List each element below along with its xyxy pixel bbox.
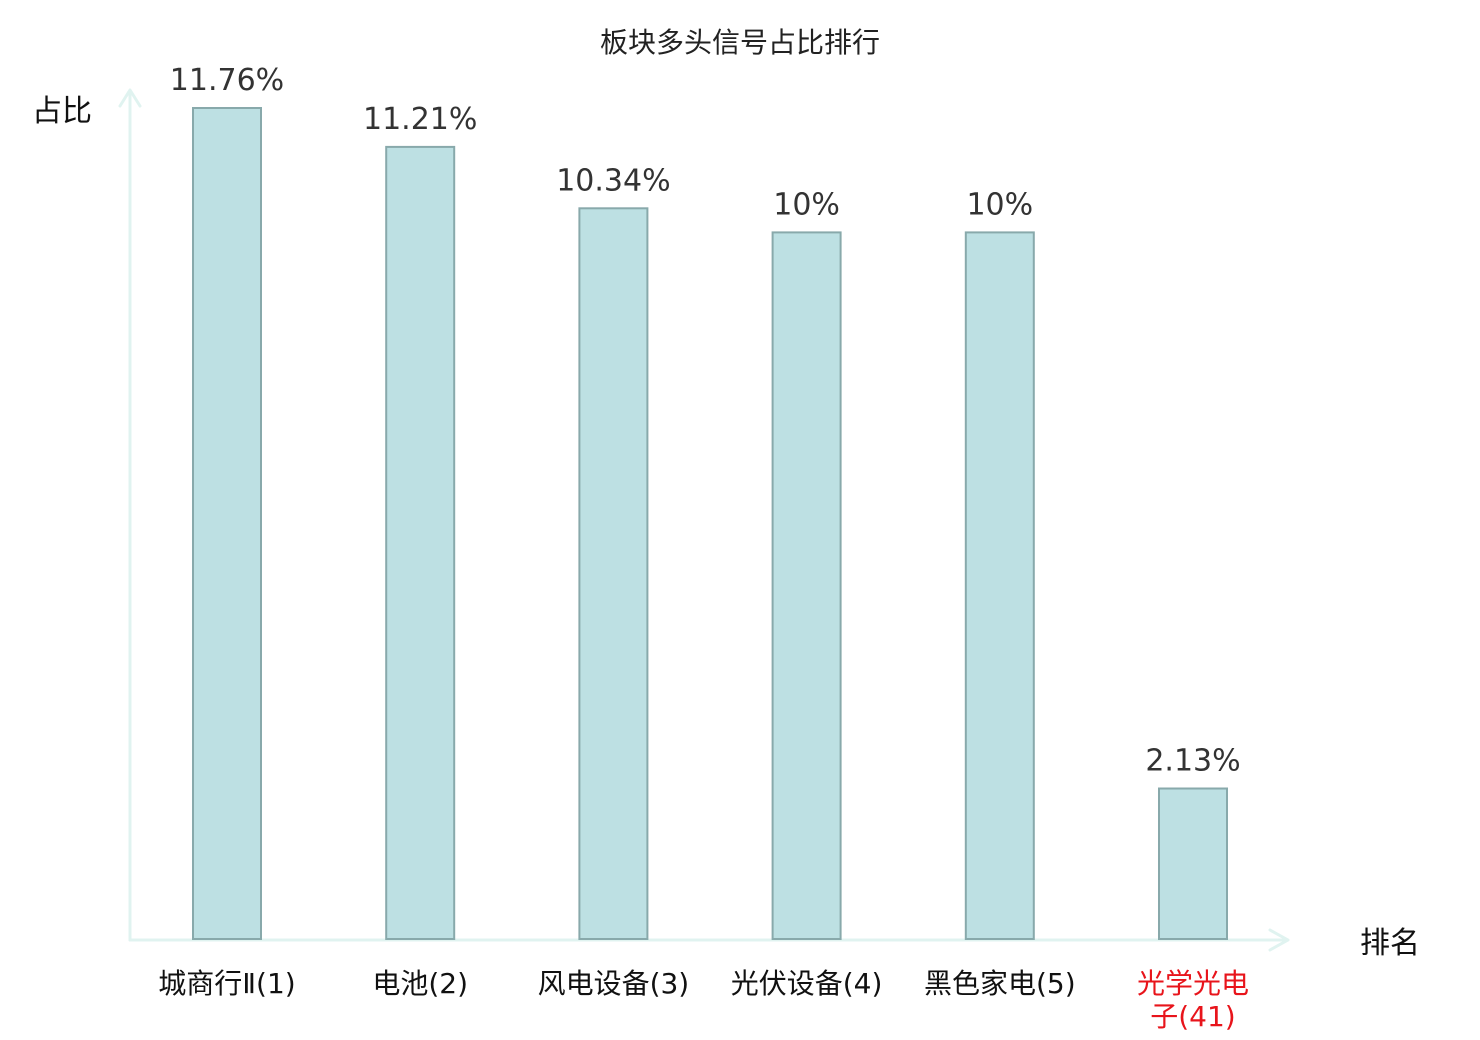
x-axis-arrowhead bbox=[1268, 928, 1290, 952]
bar-4 bbox=[771, 231, 842, 940]
value-label-6: 2.13% bbox=[1145, 744, 1240, 779]
category-label-line: 子(41) bbox=[1150, 1000, 1235, 1033]
value-labels: 11.76% 11.21% 10.34% 10% 10% 2.13% bbox=[170, 63, 1241, 779]
y-axis-arrowhead bbox=[118, 88, 142, 108]
category-label-line: 光学光电 bbox=[1137, 967, 1249, 1000]
category-label-line: 黑色家电(5) bbox=[924, 967, 1076, 1000]
category-labels: 城商行Ⅱ(1) 电池(2) 风电设备(3) 光伏设备(4) 黑色家电(5) 光学光电子(4… bbox=[158, 967, 1249, 1033]
category-label-line: 电池(2) bbox=[372, 967, 468, 1000]
category-label-6: 光学光电子(41) bbox=[1137, 967, 1249, 1033]
category-label-1: 城商行Ⅱ(1) bbox=[158, 967, 295, 1000]
bar-5 bbox=[964, 231, 1035, 940]
axes bbox=[118, 88, 1290, 952]
bar-1 bbox=[192, 107, 262, 940]
y-axis-label: 占比 bbox=[32, 94, 92, 129]
x-axis-label: 排名 bbox=[1360, 926, 1420, 961]
value-label-2: 11.21% bbox=[363, 102, 477, 137]
category-label-5: 黑色家电(5) bbox=[924, 967, 1076, 1000]
bars bbox=[192, 107, 1228, 941]
value-label-5: 10% bbox=[966, 187, 1033, 222]
value-label-3: 10.34% bbox=[556, 163, 670, 198]
value-label-4: 10% bbox=[773, 187, 840, 222]
category-label-line: 光伏设备(4) bbox=[731, 967, 883, 1000]
bar-6 bbox=[1158, 787, 1228, 940]
bar-2 bbox=[385, 145, 456, 940]
category-label-2: 电池(2) bbox=[372, 967, 468, 1000]
chart-title: 板块多头信号占比排行 bbox=[600, 26, 880, 59]
category-label-line: 风电设备(3) bbox=[538, 967, 690, 1000]
category-label-4: 光伏设备(4) bbox=[731, 967, 883, 1000]
category-label-line: 城商行Ⅱ(1) bbox=[158, 967, 295, 1000]
value-label-1: 11.76% bbox=[170, 63, 284, 98]
category-label-3: 风电设备(3) bbox=[538, 967, 690, 1000]
bar-3 bbox=[578, 207, 649, 941]
